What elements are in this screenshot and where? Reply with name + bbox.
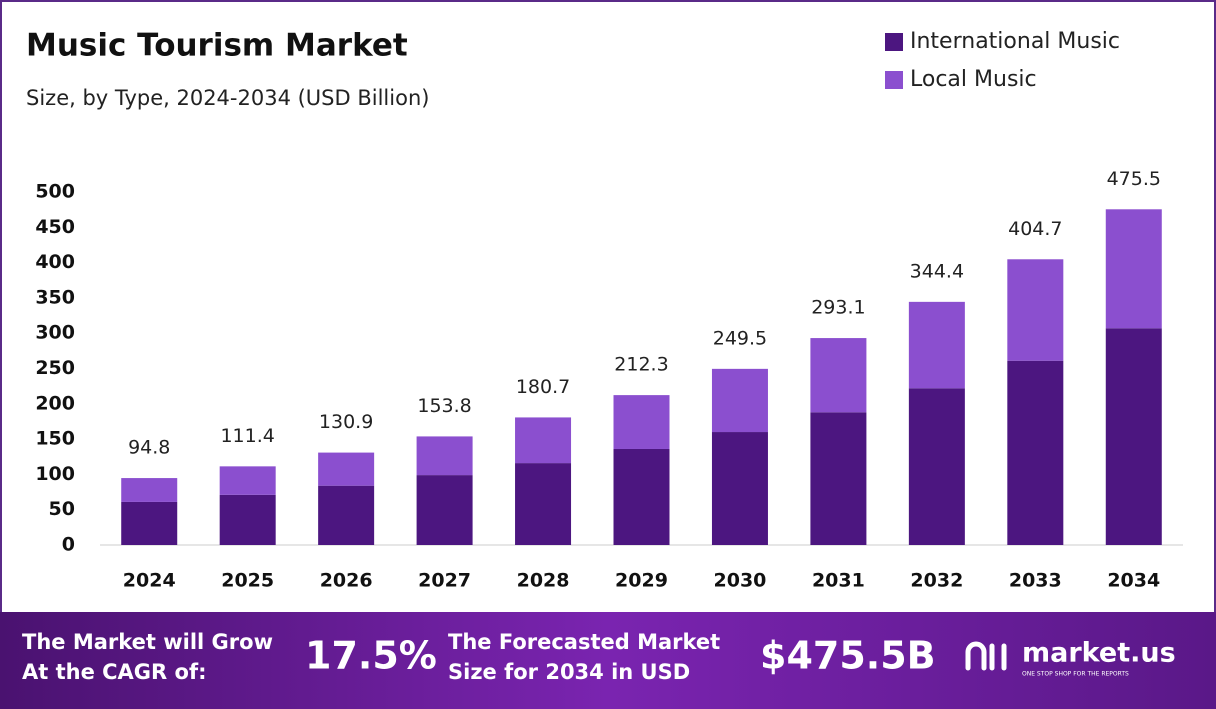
x-tick-label: 2031 (812, 570, 865, 592)
bar-segment (121, 478, 178, 502)
bar-segment (121, 501, 178, 545)
bar-segment (1007, 259, 1064, 361)
legend-swatch (885, 71, 903, 89)
x-tick-label: 2024 (123, 570, 176, 592)
legend-swatch (885, 33, 903, 51)
y-tick-label: 250 (35, 357, 75, 379)
bar-segment (318, 452, 375, 486)
x-tick-label: 2028 (517, 570, 570, 592)
y-tick-label: 500 (35, 181, 75, 203)
total-label: 111.4 (220, 425, 274, 447)
forecast-value: $475.5B (760, 634, 936, 678)
y-tick-label: 450 (35, 216, 75, 238)
total-label: 475.5 (1107, 168, 1161, 190)
bar-segment (318, 485, 375, 545)
total-label: 404.7 (1008, 218, 1062, 240)
bar-segment (219, 466, 276, 495)
bar-segment (613, 395, 670, 449)
chart-subtitle: Size, by Type, 2024-2034 (USD Billion) (26, 86, 429, 110)
y-tick-label: 350 (35, 286, 75, 308)
bar-segment (613, 448, 670, 545)
total-label: 212.3 (614, 354, 668, 376)
cagr-label: The Market will Grow (22, 630, 273, 654)
bar-segment (515, 417, 572, 464)
y-tick-label: 50 (49, 498, 75, 520)
cagr-label: At the CAGR of: (22, 660, 207, 684)
total-label: 249.5 (713, 327, 767, 349)
footer-banner (0, 612, 1216, 709)
total-label: 153.8 (417, 395, 471, 417)
bar-segment (515, 463, 572, 545)
cagr-value: 17.5% (305, 634, 437, 678)
x-tick-label: 2026 (320, 570, 373, 592)
total-label: 94.8 (128, 437, 170, 459)
bar-segment (810, 338, 867, 413)
bar-segment (1105, 209, 1162, 329)
x-tick-label: 2033 (1009, 570, 1062, 592)
y-tick-label: 100 (35, 463, 75, 485)
total-label: 130.9 (319, 411, 373, 433)
bar-segment (908, 301, 965, 389)
legend-label: International Music (910, 29, 1120, 54)
bar-segment (219, 494, 276, 545)
bar-segment (711, 432, 768, 545)
y-tick-label: 400 (35, 251, 75, 273)
x-tick-label: 2029 (615, 570, 668, 592)
bar-segment (908, 388, 965, 545)
brand-tagline: ONE STOP SHOP FOR THE REPORTS (1022, 671, 1129, 678)
total-label: 344.4 (910, 260, 964, 282)
bar-segment (416, 436, 473, 476)
bar-segment (416, 475, 473, 545)
total-label: 293.1 (811, 297, 865, 319)
brand-logo (965, 641, 1007, 671)
bar-segment (711, 368, 768, 433)
x-tick-label: 2025 (221, 570, 274, 592)
bar-segment (810, 412, 867, 545)
legend-label: Local Music (910, 67, 1037, 92)
y-tick-label: 200 (35, 392, 75, 414)
x-tick-label: 2032 (910, 570, 963, 592)
brand: market.us (1022, 638, 1176, 669)
forecast-label: Size for 2034 in USD (448, 660, 690, 684)
chart-title: Music Tourism Market (26, 28, 408, 64)
bar-segment (1105, 328, 1162, 545)
y-tick-label: 300 (35, 322, 75, 344)
forecast-label: The Forecasted Market (448, 630, 720, 654)
x-tick-label: 2034 (1107, 570, 1160, 592)
y-tick-label: 150 (35, 428, 75, 450)
y-tick-label: 0 (62, 534, 75, 556)
total-label: 180.7 (516, 376, 570, 398)
x-tick-label: 2027 (418, 570, 471, 592)
x-tick-label: 2030 (714, 570, 767, 592)
bar-segment (1007, 360, 1064, 545)
